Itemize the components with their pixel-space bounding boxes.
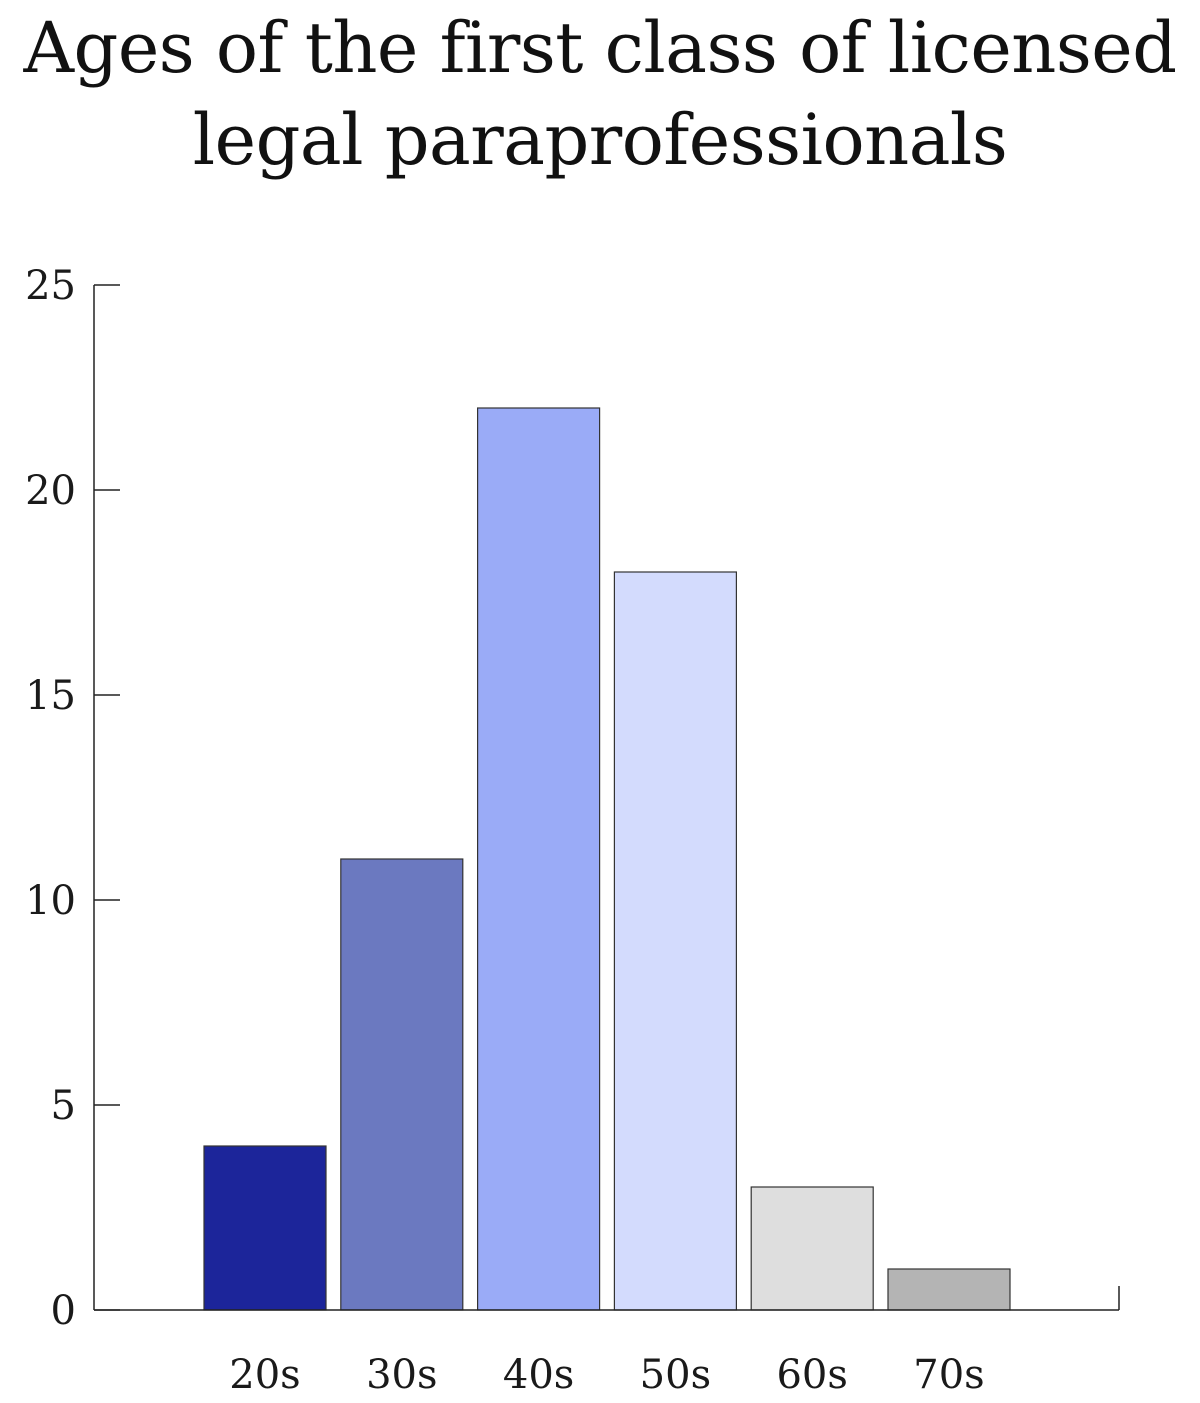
y-tick-label: 25 [25, 263, 76, 309]
y-tick-label: 20 [25, 468, 76, 514]
y-axis-ticks: 0 5 10 15 20 25 [25, 263, 120, 1334]
y-tick-label: 15 [25, 673, 76, 719]
bars [203, 407, 1011, 1311]
x-tick-label: 70s [913, 1352, 984, 1398]
x-tick-label: 50s [640, 1352, 711, 1398]
x-tick-label: 40s [503, 1352, 574, 1398]
bar-70s [887, 1268, 1011, 1311]
chart-title-line-1: Ages of the first class of licensed [23, 7, 1177, 89]
bar-60s [750, 1186, 874, 1311]
x-tick-label: 30s [366, 1352, 437, 1398]
bar-50s [613, 571, 738, 1311]
y-tick-label: 10 [25, 878, 76, 924]
x-axis-labels: 20s 30s 40s 50s 60s 70s [229, 1352, 984, 1398]
bar-30s [340, 858, 464, 1311]
y-tick-label: 0 [51, 1288, 76, 1334]
chart-title: Ages of the first class of licensed lega… [0, 2, 1200, 186]
bar-40s [477, 407, 601, 1311]
bar-20s [203, 1145, 327, 1311]
x-tick-label: 20s [229, 1352, 300, 1398]
x-tick-label: 60s [776, 1352, 847, 1398]
chart-title-line-2: legal paraprofessionals [192, 99, 1008, 181]
y-tick-label: 5 [51, 1083, 76, 1129]
